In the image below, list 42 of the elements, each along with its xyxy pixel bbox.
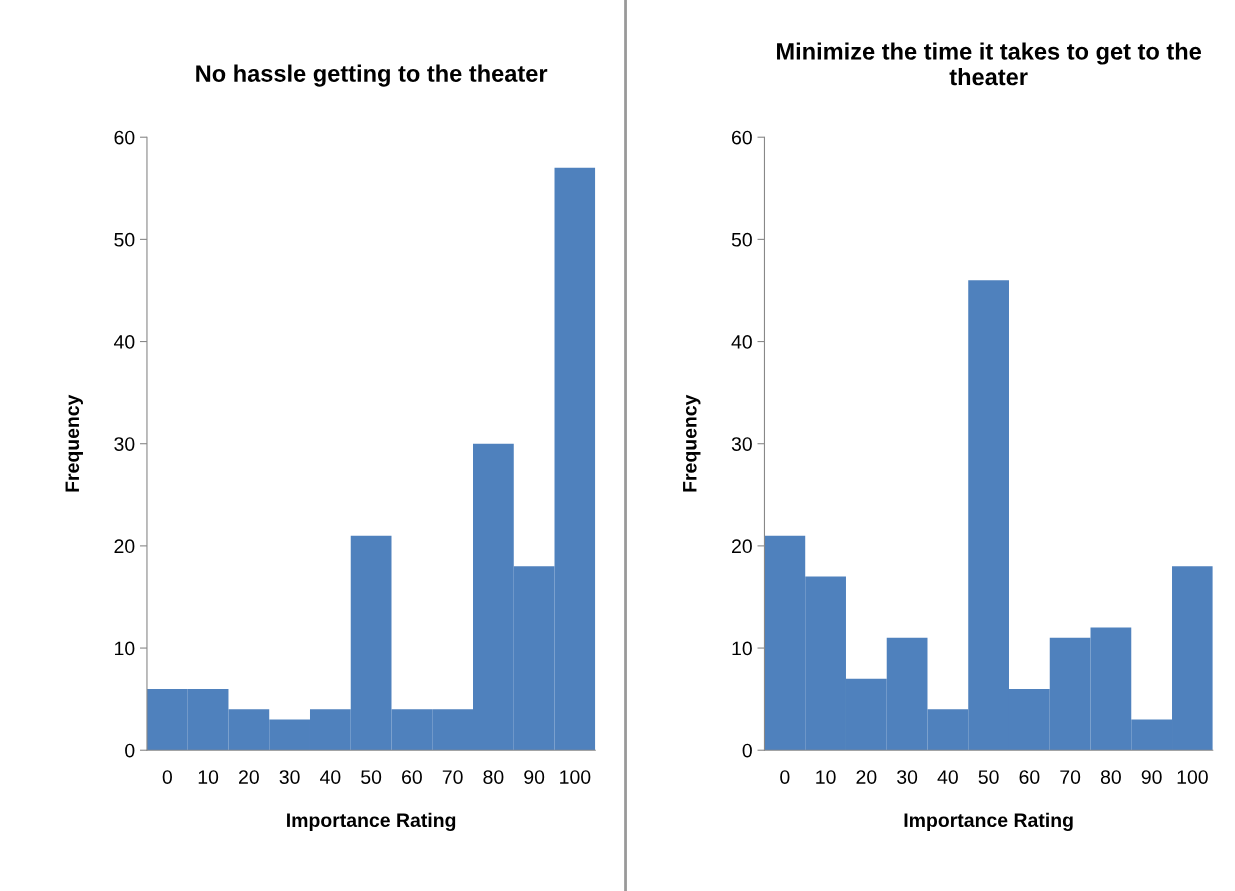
x-tick-label: 40 bbox=[937, 770, 958, 784]
y-tick-label: 10 bbox=[732, 641, 752, 656]
x-tick-label: 10 bbox=[198, 770, 219, 784]
y-tick-label: 60 bbox=[114, 130, 135, 145]
x-tick-label: 90 bbox=[524, 770, 545, 784]
x-tick-label: 100 bbox=[1177, 770, 1208, 784]
x-tick-label: 100 bbox=[560, 770, 591, 784]
y-axis-title: Frequency bbox=[65, 394, 83, 492]
y-tick-label: 0 bbox=[125, 743, 135, 758]
x-tick-label: 60 bbox=[1019, 770, 1040, 784]
y-axis-title: Frequency bbox=[683, 394, 701, 492]
x-tick-label: 50 bbox=[361, 770, 382, 784]
x-tick-label: 80 bbox=[483, 770, 504, 784]
x-tick-label: 70 bbox=[1060, 770, 1081, 784]
chart-title: Minimize the time it takes to get to the theater bbox=[777, 42, 1202, 86]
y-tick-label: 30 bbox=[114, 437, 135, 451]
x-tick-label: 0 bbox=[780, 770, 790, 784]
x-tick-label: 80 bbox=[1100, 770, 1121, 784]
x-tick-label: 60 bbox=[402, 770, 422, 784]
x-tick-label: 30 bbox=[279, 770, 300, 784]
x-tick-label: 0 bbox=[162, 770, 172, 784]
y-tick-label: 40 bbox=[113, 335, 135, 349]
y-tick-label: 60 bbox=[732, 130, 752, 145]
x-tick-label: 50 bbox=[978, 770, 999, 784]
y-tick-label: 50 bbox=[731, 232, 752, 247]
x-tick-label: 40 bbox=[320, 770, 341, 784]
x-tick-label: 20 bbox=[856, 770, 877, 784]
x-axis-title: Importance Rating bbox=[904, 812, 1073, 831]
chart-title: No hassle getting to the theater bbox=[196, 64, 548, 87]
y-tick-label: 20 bbox=[114, 539, 135, 554]
x-tick-label: 30 bbox=[897, 770, 918, 784]
y-tick-label: 50 bbox=[114, 232, 135, 247]
x-tick-label: 90 bbox=[1141, 770, 1162, 784]
y-tick-label: 30 bbox=[731, 437, 752, 451]
y-tick-label: 20 bbox=[732, 539, 752, 554]
x-tick-label: 70 bbox=[442, 770, 463, 784]
x-tick-label: 20 bbox=[239, 770, 259, 784]
x-tick-label: 10 bbox=[816, 770, 836, 784]
y-tick-label: 0 bbox=[742, 743, 752, 758]
x-axis-title: Importance Rating bbox=[287, 812, 456, 831]
y-tick-label: 10 bbox=[115, 641, 135, 656]
y-tick-label: 40 bbox=[731, 335, 752, 349]
